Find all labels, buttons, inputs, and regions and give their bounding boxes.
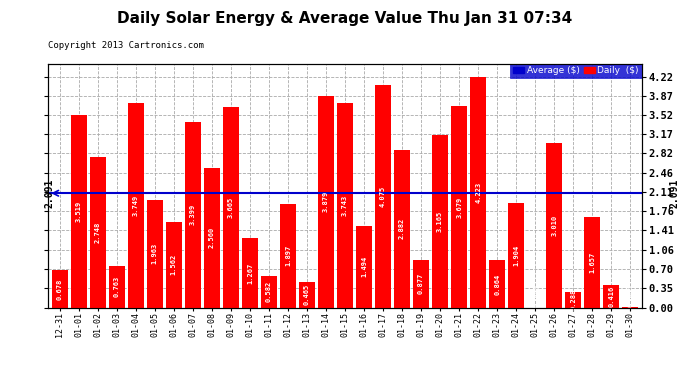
Bar (185, 122, 201, 308)
Text: 3.010: 3.010 (551, 214, 558, 236)
Text: 0.864: 0.864 (494, 273, 500, 294)
Bar (394, 150, 410, 308)
Bar (261, 276, 277, 308)
Bar (52, 270, 68, 308)
Text: 3.743: 3.743 (342, 195, 348, 216)
Bar (204, 168, 219, 308)
Text: 0.288: 0.288 (570, 289, 576, 310)
Text: 1.963: 1.963 (152, 243, 158, 264)
Bar (166, 222, 181, 308)
Text: 3.749: 3.749 (132, 194, 139, 216)
Bar (375, 85, 391, 308)
Bar (128, 103, 144, 308)
Bar (451, 106, 467, 308)
Text: 2.091: 2.091 (44, 178, 55, 208)
Text: 0.763: 0.763 (114, 276, 120, 297)
Text: 0.877: 0.877 (418, 273, 424, 294)
Bar (109, 266, 125, 308)
Text: 1.562: 1.562 (171, 254, 177, 276)
Text: 3.399: 3.399 (190, 204, 196, 225)
Text: 0.678: 0.678 (57, 278, 63, 300)
Text: 1.897: 1.897 (285, 245, 291, 266)
Bar (433, 135, 448, 308)
Text: 1.657: 1.657 (589, 252, 595, 273)
Bar (337, 103, 353, 308)
Text: 2.091: 2.091 (669, 178, 680, 208)
Text: 3.879: 3.879 (323, 191, 329, 212)
Bar (280, 204, 296, 308)
Text: 4.075: 4.075 (380, 186, 386, 207)
Bar (604, 285, 619, 308)
Bar (413, 260, 429, 308)
Text: 0.416: 0.416 (609, 285, 614, 307)
Text: 3.665: 3.665 (228, 197, 234, 218)
Legend: Average ($), Daily  ($): Average ($), Daily ($) (511, 64, 642, 78)
Bar (299, 282, 315, 308)
Text: Daily Solar Energy & Average Value Thu Jan 31 07:34: Daily Solar Energy & Average Value Thu J… (117, 11, 573, 26)
Bar (356, 226, 372, 308)
Bar (147, 200, 163, 308)
Text: 3.519: 3.519 (76, 201, 81, 222)
Text: 2.748: 2.748 (95, 222, 101, 243)
Bar (509, 204, 524, 308)
Text: 1.267: 1.267 (247, 262, 253, 284)
Bar (546, 143, 562, 308)
Text: 0.000: 0.000 (532, 286, 538, 307)
Text: 1.494: 1.494 (361, 256, 367, 277)
Text: 1.904: 1.904 (513, 245, 519, 266)
Text: 3.165: 3.165 (437, 210, 443, 232)
Text: 0.465: 0.465 (304, 284, 310, 305)
Text: Copyright 2013 Cartronics.com: Copyright 2013 Cartronics.com (48, 41, 204, 50)
Bar (471, 77, 486, 308)
Text: 4.223: 4.223 (475, 182, 481, 203)
Text: 3.679: 3.679 (456, 196, 462, 217)
Text: 0.582: 0.582 (266, 281, 272, 302)
Bar (622, 307, 638, 308)
Bar (90, 158, 106, 308)
Bar (565, 292, 581, 308)
Bar (242, 238, 257, 308)
Bar (318, 96, 334, 308)
Bar (584, 217, 600, 308)
Bar (489, 260, 505, 308)
Text: 2.560: 2.560 (209, 227, 215, 248)
Bar (223, 107, 239, 308)
Text: 0.012: 0.012 (627, 286, 633, 307)
Text: 2.882: 2.882 (399, 218, 405, 239)
Bar (71, 115, 86, 308)
